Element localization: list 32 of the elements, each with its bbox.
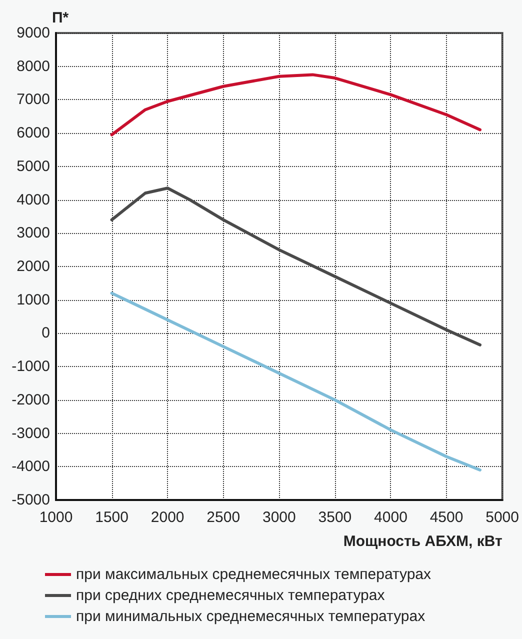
y-tick-label: 9000 (16, 24, 50, 42)
y-tick-label: -3000 (12, 424, 50, 442)
y-tick-label: -4000 (12, 458, 50, 476)
y-tick-label: 6000 (16, 124, 50, 142)
legend-label: при минимальных среднемесячных температурах (76, 608, 426, 625)
x-tick-label: 3000 (262, 509, 296, 526)
line-series (110, 292, 482, 472)
y-tick-label: 7000 (16, 91, 50, 108)
y-tick-label: 2000 (16, 258, 50, 275)
legend-label: при средних среднемесячных температурах (76, 587, 386, 604)
x-tick-label: 4000 (374, 509, 408, 526)
line-series (110, 73, 482, 136)
x-tick-label: 4500 (430, 509, 464, 526)
y-tick-label: 5000 (16, 158, 50, 175)
y-tick-label: 8000 (16, 58, 50, 75)
y-tick-label: -2000 (12, 391, 50, 408)
x-axis-title: Мощность АБХМ, кВт (343, 533, 502, 550)
legend-label: при максимальных среднемесячных температурах (76, 566, 432, 583)
x-tick-label: 1500 (95, 509, 128, 526)
x-tick-label: 2500 (206, 509, 240, 526)
y-axis-title: П* (52, 10, 69, 27)
y-tick-label: 0 (42, 324, 50, 342)
y-tick-label: -5000 (12, 492, 50, 508)
y-tick-label: 1000 (16, 291, 50, 308)
x-tick-label: 1000 (39, 509, 73, 526)
x-tick-label: 2000 (150, 509, 184, 526)
y-tick-label: 3000 (16, 224, 50, 242)
line-series (110, 186, 482, 346)
y-tick-label: 4000 (16, 191, 50, 208)
y-tick-label: -1000 (12, 358, 50, 376)
x-tick-label: 5000 (486, 509, 520, 526)
x-tick-label: 3500 (318, 509, 352, 526)
